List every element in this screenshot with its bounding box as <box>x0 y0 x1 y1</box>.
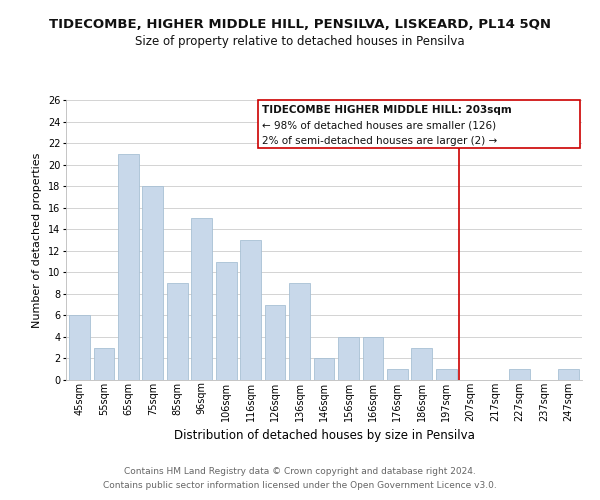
Bar <box>216 262 236 380</box>
Text: Contains HM Land Registry data © Crown copyright and database right 2024.: Contains HM Land Registry data © Crown c… <box>124 467 476 476</box>
Bar <box>314 358 334 380</box>
Text: 2% of semi-detached houses are larger (2) →: 2% of semi-detached houses are larger (2… <box>262 136 497 145</box>
Bar <box>69 316 90 380</box>
Text: TIDECOMBE, HIGHER MIDDLE HILL, PENSILVA, LISKEARD, PL14 5QN: TIDECOMBE, HIGHER MIDDLE HILL, PENSILVA,… <box>49 18 551 30</box>
Text: Size of property relative to detached houses in Pensilva: Size of property relative to detached ho… <box>135 35 465 48</box>
Bar <box>412 348 432 380</box>
Bar <box>94 348 114 380</box>
Bar <box>289 283 310 380</box>
Bar <box>387 369 408 380</box>
Bar <box>558 369 579 380</box>
Text: TIDECOMBE HIGHER MIDDLE HILL: 203sqm: TIDECOMBE HIGHER MIDDLE HILL: 203sqm <box>262 105 512 115</box>
Bar <box>240 240 261 380</box>
Text: ← 98% of detached houses are smaller (126): ← 98% of detached houses are smaller (12… <box>262 120 496 130</box>
Bar <box>509 369 530 380</box>
Bar <box>436 369 457 380</box>
Y-axis label: Number of detached properties: Number of detached properties <box>32 152 43 328</box>
Bar <box>265 304 286 380</box>
Bar <box>191 218 212 380</box>
Text: Contains public sector information licensed under the Open Government Licence v3: Contains public sector information licen… <box>103 481 497 490</box>
FancyBboxPatch shape <box>258 100 580 148</box>
Bar <box>118 154 139 380</box>
Bar <box>338 337 359 380</box>
Bar <box>142 186 163 380</box>
Bar <box>362 337 383 380</box>
Bar <box>167 283 188 380</box>
X-axis label: Distribution of detached houses by size in Pensilva: Distribution of detached houses by size … <box>173 429 475 442</box>
